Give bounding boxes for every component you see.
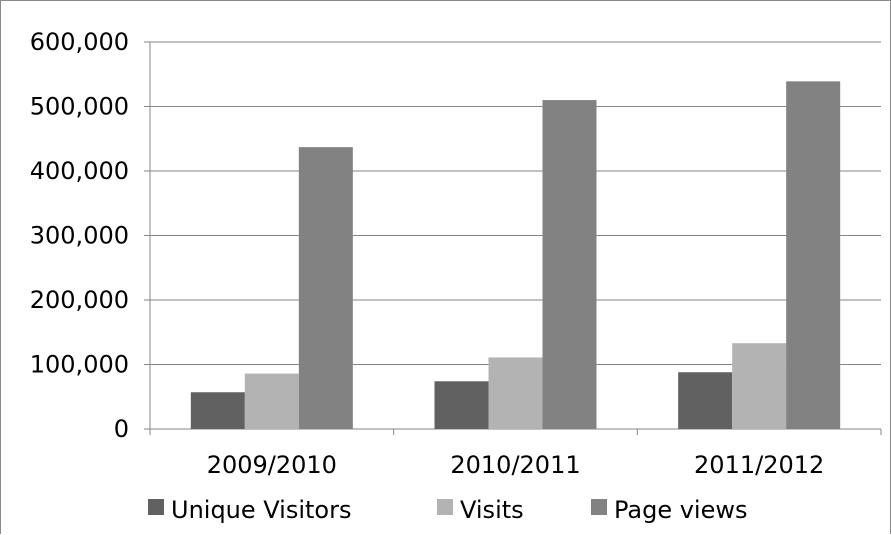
y-tick-label: 600,000 — [30, 28, 129, 56]
legend-label: Page views — [614, 496, 748, 524]
y-tick-label: 0 — [114, 415, 129, 443]
legend-swatch — [148, 499, 164, 515]
bar-page-views — [786, 81, 841, 429]
y-tick-label: 500,000 — [30, 93, 129, 121]
x-tick-label: 2010/2011 — [450, 451, 580, 479]
y-tick-label: 100,000 — [30, 351, 129, 379]
bar-unique-visitors — [190, 392, 245, 429]
bar-page-views — [298, 147, 353, 429]
bar-unique-visitors — [434, 381, 489, 429]
legend-swatch — [591, 499, 607, 515]
bar-page-views — [542, 100, 597, 430]
y-tick-label: 400,000 — [30, 157, 129, 185]
y-tick-label: 300,000 — [30, 222, 129, 250]
bar-visits — [244, 373, 299, 429]
bar-unique-visitors — [678, 372, 733, 429]
legend-label: Unique Visitors — [171, 496, 351, 524]
legend-label: Visits — [460, 496, 524, 524]
y-tick-label: 200,000 — [30, 286, 129, 314]
legend-swatch — [437, 499, 453, 515]
bar-visits — [488, 357, 543, 429]
x-tick-label: 2009/2010 — [207, 451, 337, 479]
x-tick-label: 2011/2012 — [694, 451, 824, 479]
bar-visits — [732, 343, 787, 429]
